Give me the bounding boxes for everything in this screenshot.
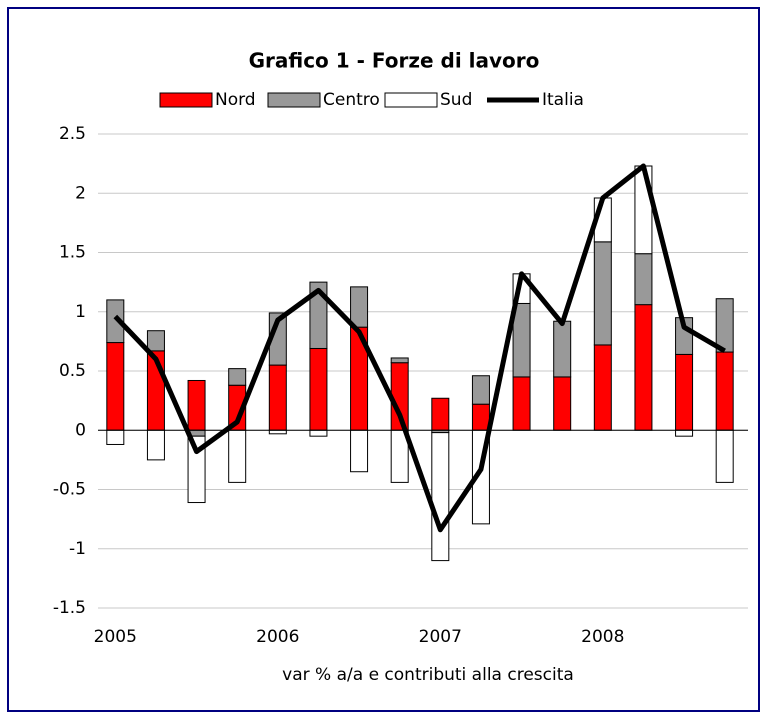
legend-swatch	[159, 92, 213, 108]
legend-swatch	[267, 92, 321, 108]
bar	[593, 241, 612, 346]
chart-border	[7, 7, 760, 712]
bar	[715, 429, 734, 483]
bar	[146, 429, 165, 461]
bar	[146, 330, 165, 352]
chart-title: Grafico 1 - Forze di lavoro	[249, 49, 540, 73]
bar	[675, 429, 694, 437]
bar	[187, 379, 206, 431]
y-tick-label: 1.5	[59, 243, 86, 263]
bar	[228, 368, 247, 386]
legend-label: Centro	[323, 90, 380, 110]
bar	[106, 429, 125, 445]
y-tick-label: 0.5	[59, 361, 86, 381]
bar	[268, 364, 287, 431]
bar	[309, 347, 328, 431]
bar	[471, 403, 490, 431]
y-tick-label: 1	[75, 302, 86, 322]
bar	[106, 299, 125, 344]
legend-label: Italia	[542, 90, 584, 110]
bar	[593, 344, 612, 431]
legend-label: Sud	[440, 90, 472, 110]
line-series	[113, 163, 726, 533]
x-tick-label: 2006	[256, 627, 299, 647]
x-tick-label: 2008	[581, 627, 624, 647]
bar	[106, 342, 125, 431]
bar	[634, 253, 653, 306]
bar	[228, 429, 247, 483]
x-tick-label: 2005	[94, 627, 137, 647]
y-tick-label: 2.5	[59, 124, 86, 144]
bar	[431, 432, 450, 562]
x-axis-title: var % a/a e contributi alla crescita	[282, 665, 574, 685]
bar	[471, 375, 490, 405]
bar	[350, 429, 369, 473]
bar	[390, 357, 409, 364]
bar	[309, 281, 328, 349]
y-tick-label: -0.5	[53, 480, 86, 500]
legend-label: Nord	[215, 90, 256, 110]
legend-swatch	[384, 92, 438, 108]
x-tick-label: 2007	[419, 627, 462, 647]
bar	[268, 429, 287, 435]
bar	[675, 353, 694, 431]
bar	[431, 397, 450, 431]
bar	[187, 435, 206, 504]
bar	[553, 376, 572, 431]
bar	[309, 429, 328, 437]
bar	[512, 376, 531, 431]
y-tick-label: -1	[69, 539, 86, 559]
bar	[634, 165, 653, 255]
bar	[634, 304, 653, 431]
y-tick-label: 2	[75, 183, 86, 203]
bar	[715, 298, 734, 353]
y-tick-label: 0	[75, 420, 86, 440]
bar	[350, 286, 369, 328]
bar	[715, 351, 734, 431]
bar	[553, 320, 572, 378]
y-tick-label: -1.5	[53, 598, 86, 618]
